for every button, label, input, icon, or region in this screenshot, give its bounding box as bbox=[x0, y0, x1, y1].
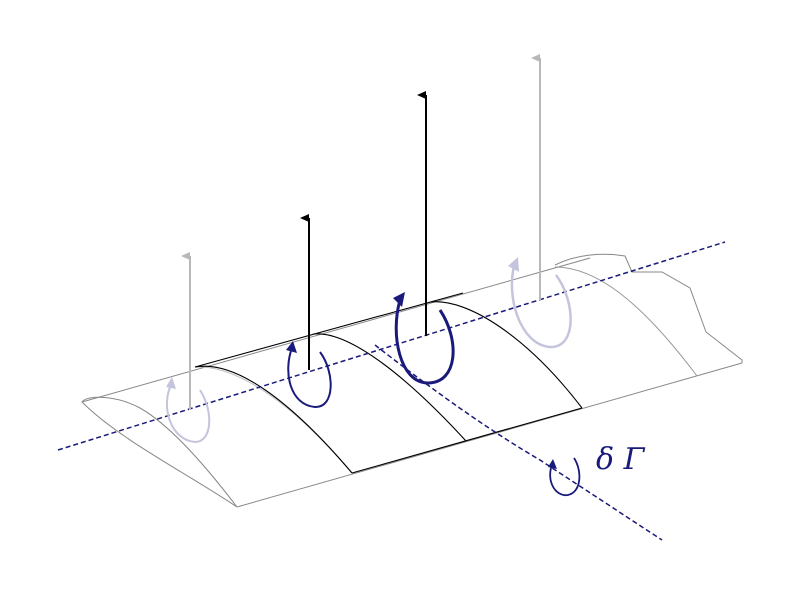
wing-right-tip bbox=[554, 253, 743, 363]
dashed-lines bbox=[57, 241, 726, 541]
black-lift-arrows bbox=[300, 91, 427, 370]
circulation-loop-left bbox=[286, 341, 332, 409]
circulation-loop-trailing bbox=[548, 457, 581, 496]
wing-rib-right bbox=[554, 266, 698, 377]
wing-outline bbox=[81, 253, 743, 508]
bound-vortex-line bbox=[57, 241, 726, 451]
grey-lift-arrows bbox=[181, 54, 541, 410]
circulation-loop-center bbox=[393, 292, 455, 385]
trailing-vortex-line bbox=[374, 344, 663, 541]
panel-leading-edge bbox=[194, 292, 464, 368]
wing-trailing-edge bbox=[236, 362, 743, 508]
wing-leading-edge bbox=[81, 257, 591, 403]
panel-rib-1 bbox=[194, 365, 353, 474]
circulation-loop-far-left bbox=[165, 377, 211, 444]
wing-left-tip bbox=[81, 396, 238, 508]
wing-panel bbox=[194, 292, 583, 474]
delta-gamma-label: δ Γ bbox=[596, 442, 646, 477]
panel-rib-3 bbox=[429, 301, 583, 409]
circulation-loop-far-right bbox=[508, 257, 572, 349]
panel-rib-2 bbox=[312, 333, 467, 442]
panel-trailing-edge bbox=[351, 407, 583, 474]
